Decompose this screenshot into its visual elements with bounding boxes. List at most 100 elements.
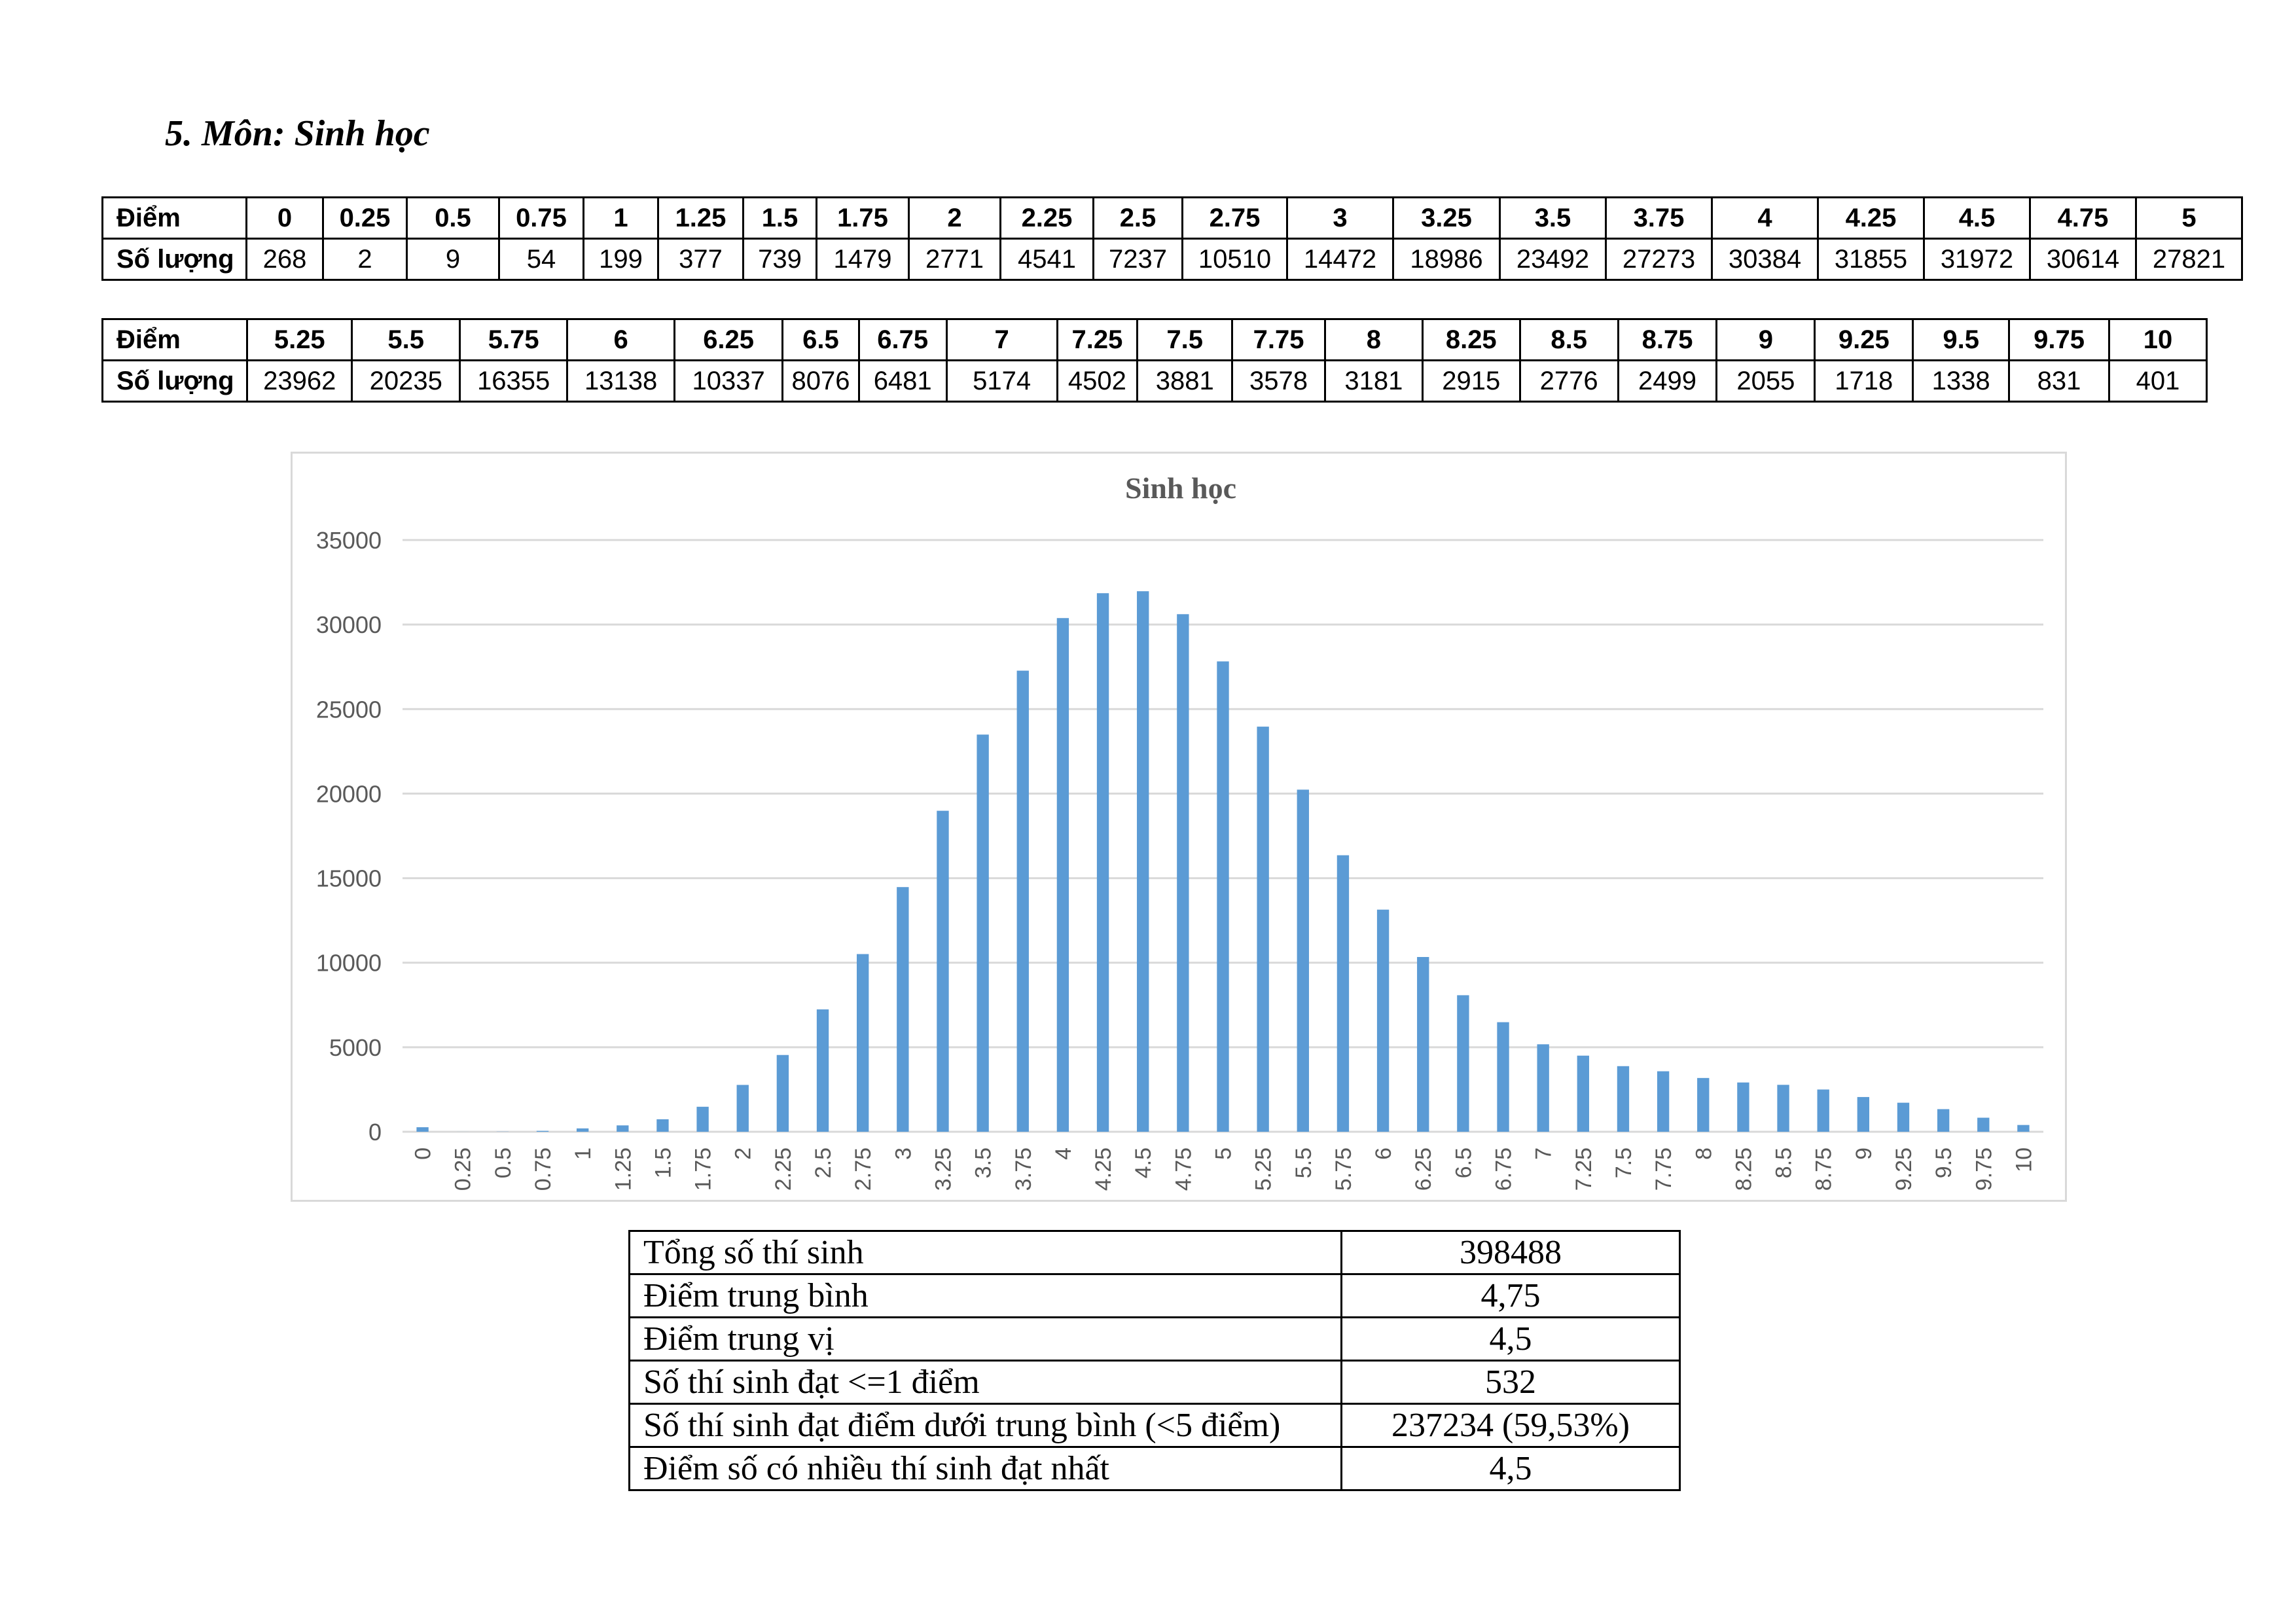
count-cell: 27821 (2135, 238, 2243, 281)
count-cell: 30614 (2029, 238, 2137, 281)
x-tick-label: 7.75 (1651, 1147, 1676, 1191)
y-tick-label: 30000 (316, 611, 382, 638)
stats-label: Số thí sinh đạt điểm dưới trung bình (<5… (628, 1403, 1342, 1448)
count-cell: 1718 (1814, 359, 1914, 403)
count-cell: 31972 (1923, 238, 2031, 281)
x-tick-label: 7 (1532, 1147, 1556, 1160)
count-cell: 30384 (1711, 238, 1819, 281)
bar (1336, 855, 1350, 1132)
bar (816, 1009, 829, 1132)
score-distribution-table-1: Điểm 0 0.25 0.5 0.75 1 1.25 1.5 1.75 2 2.25 2.5 2.7… (101, 196, 2243, 281)
x-tick-label: 3 (891, 1147, 916, 1160)
bar (1977, 1117, 1990, 1132)
count-row: Số lượng 268 2 9 54 199 377 739 1479 2771 4541 723… (101, 238, 2243, 281)
x-tick-label: 0.5 (491, 1147, 516, 1178)
x-tick-label: 3.5 (971, 1147, 996, 1178)
count-cell: 5174 (945, 359, 1058, 403)
stats-row: Điểm số có nhiều thí sinh đạt nhất 4,5 (628, 1446, 1681, 1491)
count-cell: 16355 (459, 359, 569, 403)
score-cell: 6.5 (781, 318, 860, 361)
score-cell: 2.25 (999, 196, 1094, 240)
stats-label: Điểm trung vị (628, 1316, 1342, 1362)
score-cell: 1.75 (816, 196, 910, 240)
y-tick-label: 10000 (316, 950, 382, 977)
count-cell: 3578 (1231, 359, 1326, 403)
count-cell: 20235 (351, 359, 461, 403)
score-cell: 1 (583, 196, 659, 240)
x-tick-label: 9.25 (1892, 1147, 1916, 1191)
count-cell: 2915 (1421, 359, 1521, 403)
bar (1177, 614, 1189, 1132)
score-cell: 6.75 (857, 318, 948, 361)
score-distribution-table-2: Điểm 5.25 5.5 5.75 6 6.25 6.5 6.75 7 7.25 7.5 7.75… (101, 318, 2208, 403)
score-cell: 1.25 (657, 196, 744, 240)
count-cell: 739 (742, 238, 817, 281)
bar (1537, 1044, 1549, 1132)
stats-value: 4,5 (1340, 1316, 1681, 1362)
bar (1376, 909, 1390, 1132)
bar (897, 887, 909, 1132)
bar (1617, 1066, 1630, 1132)
score-cell: 2 (908, 196, 1001, 240)
x-tick-label: 2 (731, 1147, 756, 1160)
stats-row: Số thí sinh đạt <=1 điểm 532 (628, 1360, 1681, 1405)
stats-row: Tổng số thí sinh 398488 (628, 1230, 1681, 1275)
score-cell: 8.75 (1617, 318, 1718, 361)
score-cell: 7.75 (1231, 318, 1326, 361)
count-cell: 2 (322, 238, 408, 281)
score-cell: 0.25 (322, 196, 408, 240)
y-tick-label: 15000 (316, 865, 382, 892)
score-row: Điểm 0 0.25 0.5 0.75 1 1.25 1.5 1.75 2 2.25 2.5 2.7… (101, 196, 2243, 240)
score-cell: 8.25 (1421, 318, 1521, 361)
score-cell: 9.25 (1814, 318, 1914, 361)
bar (416, 1127, 429, 1132)
count-cell: 54 (498, 238, 584, 281)
score-cell: 4.75 (2029, 196, 2137, 240)
count-cell: 10510 (1181, 238, 1288, 281)
score-cell: 4.5 (1923, 196, 2031, 240)
count-cell: 2499 (1617, 359, 1718, 403)
count-cell: 3881 (1136, 359, 1234, 403)
count-cell: 4541 (999, 238, 1094, 281)
count-cell: 9 (406, 238, 500, 281)
count-cell: 4502 (1056, 359, 1139, 403)
bar (1697, 1077, 1710, 1132)
bar (1096, 593, 1109, 1132)
count-row-label: Số lượng (101, 238, 247, 281)
count-cell: 199 (583, 238, 659, 281)
y-tick-label: 25000 (316, 696, 382, 723)
bar (696, 1106, 709, 1132)
x-tick-label: 2.75 (851, 1147, 876, 1191)
x-tick-label: 1.5 (651, 1147, 675, 1178)
score-cell: 8.5 (1518, 318, 1619, 361)
count-row: Số lượng 23962 20235 16355 13138 10337 8076 64… (101, 359, 2208, 403)
x-tick-label: 9 (1852, 1147, 1876, 1160)
count-row-label: Số lượng (101, 359, 249, 403)
stats-label: Số thí sinh đạt <=1 điểm (628, 1360, 1342, 1405)
count-cell: 1338 (1912, 359, 2011, 403)
section-heading: 5. Môn: Sinh học (165, 113, 430, 154)
bar (656, 1119, 669, 1132)
x-tick-label: 5.25 (1251, 1147, 1276, 1191)
count-cell: 1479 (816, 238, 910, 281)
score-row-label: Điểm (101, 318, 249, 361)
x-tick-label: 6 (1371, 1147, 1396, 1160)
x-tick-label: 2.25 (771, 1147, 796, 1191)
count-cell: 14472 (1286, 238, 1394, 281)
bar (1817, 1089, 1829, 1132)
score-cell: 4.25 (1817, 196, 1925, 240)
bar (776, 1055, 789, 1132)
x-tick-label: 5 (1211, 1147, 1236, 1160)
score-cell: 5.5 (351, 318, 461, 361)
bar (1217, 661, 1229, 1132)
count-cell: 27273 (1605, 238, 1713, 281)
y-tick-label: 20000 (316, 780, 382, 807)
score-histogram-chart: Sinh học 0 5000 10000 15000 20000 25000 30000 3… (316, 471, 2043, 1191)
score-cell: 2.75 (1181, 196, 1288, 240)
count-cell: 831 (2008, 359, 2110, 403)
count-cell: 2771 (908, 238, 1001, 281)
count-cell: 31855 (1817, 238, 1925, 281)
bar (1897, 1102, 1910, 1132)
score-cell: 5.75 (459, 318, 569, 361)
stats-value: 237234 (59,53%) (1340, 1403, 1681, 1448)
